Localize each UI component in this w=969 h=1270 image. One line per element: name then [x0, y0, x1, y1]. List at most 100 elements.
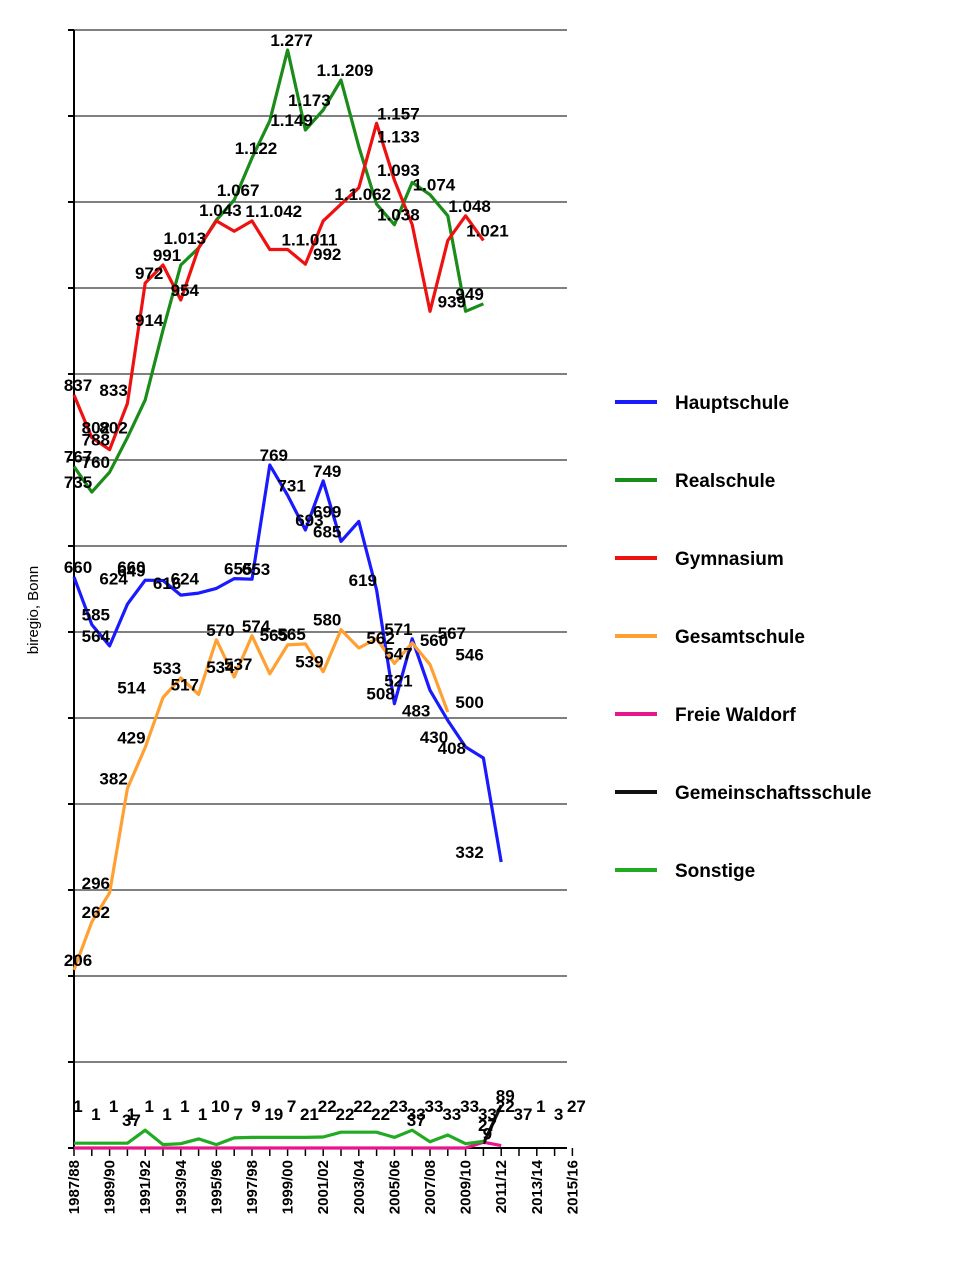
small-data-label: 1	[198, 1105, 207, 1124]
data-label: 624	[171, 569, 200, 588]
data-label: 760	[82, 453, 110, 472]
data-label: 693	[295, 511, 323, 530]
data-label: 1.157	[377, 104, 420, 123]
data-label: 567	[438, 624, 466, 643]
data-label: 949	[455, 285, 483, 304]
data-label: 788	[82, 431, 110, 450]
small-data-label: 33	[478, 1105, 497, 1124]
data-label: 802	[99, 419, 127, 438]
small-data-label: 7	[287, 1097, 296, 1116]
data-label: 483	[402, 702, 430, 721]
small-data-label: 1	[144, 1097, 153, 1116]
series-line-gymnasium	[72, 121, 485, 452]
data-label: 534	[206, 658, 235, 677]
data-label: 837	[64, 376, 92, 395]
data-label: 560	[420, 631, 448, 650]
data-label: 1.149	[270, 111, 313, 130]
small-data-label: 1	[127, 1105, 136, 1124]
data-label: 699	[313, 502, 341, 521]
x-tick-labels: 1987/88 1989/90 1991/92 1993/94 1995/96 1997/…	[66, 1159, 581, 1214]
series-line-freie-waldorf	[74, 1140, 502, 1150]
data-label: 547	[384, 644, 412, 663]
data-label: 833	[99, 381, 127, 400]
small-data-label: 1	[180, 1097, 189, 1116]
data-label: 802	[82, 419, 110, 438]
x-tick-label: 2013/14	[529, 1159, 546, 1214]
data-label: 1.067	[217, 181, 260, 200]
data-label: 37	[407, 1111, 426, 1130]
small-data-label: 33	[425, 1097, 444, 1116]
gridlines	[74, 29, 567, 1149]
x-tick-label: 1989/90	[102, 1160, 119, 1214]
data-label: 514	[117, 679, 146, 698]
small-data-label: 23	[389, 1097, 408, 1116]
data-label: 731	[277, 476, 305, 495]
small-data-label: 1	[536, 1097, 545, 1116]
x-tick-label: 1999/00	[280, 1160, 297, 1214]
data-label: 206	[64, 951, 92, 970]
data-label: 37	[122, 1111, 141, 1130]
data-label: 735	[64, 473, 92, 492]
data-label: 660	[64, 558, 92, 577]
data-label: 585	[82, 606, 110, 625]
data-label: 991	[153, 246, 181, 265]
data-label: 653	[242, 560, 270, 579]
data-label: 1.043	[199, 201, 242, 220]
series-line-sonstige	[74, 1128, 484, 1147]
small-data-label: 1	[73, 1097, 82, 1116]
data-label: 1.021	[466, 222, 509, 241]
series-line-gemeinschaftsschule	[481, 1104, 503, 1145]
small-data-label: 3	[554, 1105, 563, 1124]
data-label: 574	[242, 617, 271, 636]
data-label: 1.093	[377, 161, 420, 180]
x-tick-label: 2009/10	[458, 1160, 475, 1214]
legend-label-realschule: Realschule	[675, 471, 775, 492]
data-label: 1.1.011	[282, 231, 338, 250]
data-label: 508	[366, 685, 394, 704]
small-data-label: 7	[233, 1105, 242, 1124]
legend-label-sonstige: Sonstige	[675, 861, 755, 882]
x-tick-label: 1987/88	[66, 1160, 83, 1214]
axes	[68, 29, 574, 1156]
x-tick-label: 2011/12	[493, 1160, 510, 1213]
series-line-realschule	[72, 48, 485, 494]
data-label: 1.048	[448, 197, 491, 216]
data-label: 9	[483, 1125, 492, 1144]
small-data-label: 10	[211, 1097, 230, 1116]
data-label: 749	[313, 462, 341, 481]
data-label: 1.074	[413, 176, 456, 195]
data-label: 521	[384, 671, 412, 690]
data-label: 546	[455, 646, 483, 665]
data-label: 1.1.062	[334, 185, 391, 204]
small-data-label: 22	[318, 1097, 337, 1116]
legend-label-gemeinschaftsschule: Gemeinschaftsschule	[675, 783, 871, 804]
legend-label-gesamtschule: Gesamtschule	[675, 627, 805, 648]
x-tick-label: 2001/02	[315, 1160, 332, 1214]
small-data-label: 22	[353, 1097, 372, 1116]
data-label: 939	[438, 292, 466, 311]
data-label: 565	[277, 625, 305, 644]
data-label: 382	[99, 770, 127, 789]
series-line-hauptschule	[72, 463, 503, 863]
small-data-label: 1	[109, 1097, 118, 1116]
data-label: 1.173	[288, 91, 331, 110]
data-label: 616	[153, 574, 181, 593]
x-tick-label: 1997/98	[244, 1160, 261, 1214]
small-data-label: 19	[264, 1105, 283, 1124]
data-label: 992	[313, 245, 341, 264]
y-axis-label: biregio, Bonn	[25, 566, 42, 654]
series-line-gesamtschule	[72, 628, 450, 971]
data-label: 1.013	[164, 229, 207, 248]
x-tick-label: 2003/04	[351, 1159, 368, 1214]
small-data-label: 22	[371, 1105, 390, 1124]
data-label: 571	[384, 620, 412, 639]
small-data-label: 22	[496, 1097, 515, 1116]
legend-label-hauptschule: Hauptschule	[675, 393, 789, 414]
data-label: 89	[496, 1086, 515, 1105]
small-data-label: 33	[460, 1097, 479, 1116]
x-tick-label: 2005/06	[386, 1160, 403, 1214]
x-tick-label: 1993/94	[173, 1159, 190, 1214]
data-label: 1.277	[270, 31, 313, 50]
data-label: 769	[260, 446, 288, 465]
